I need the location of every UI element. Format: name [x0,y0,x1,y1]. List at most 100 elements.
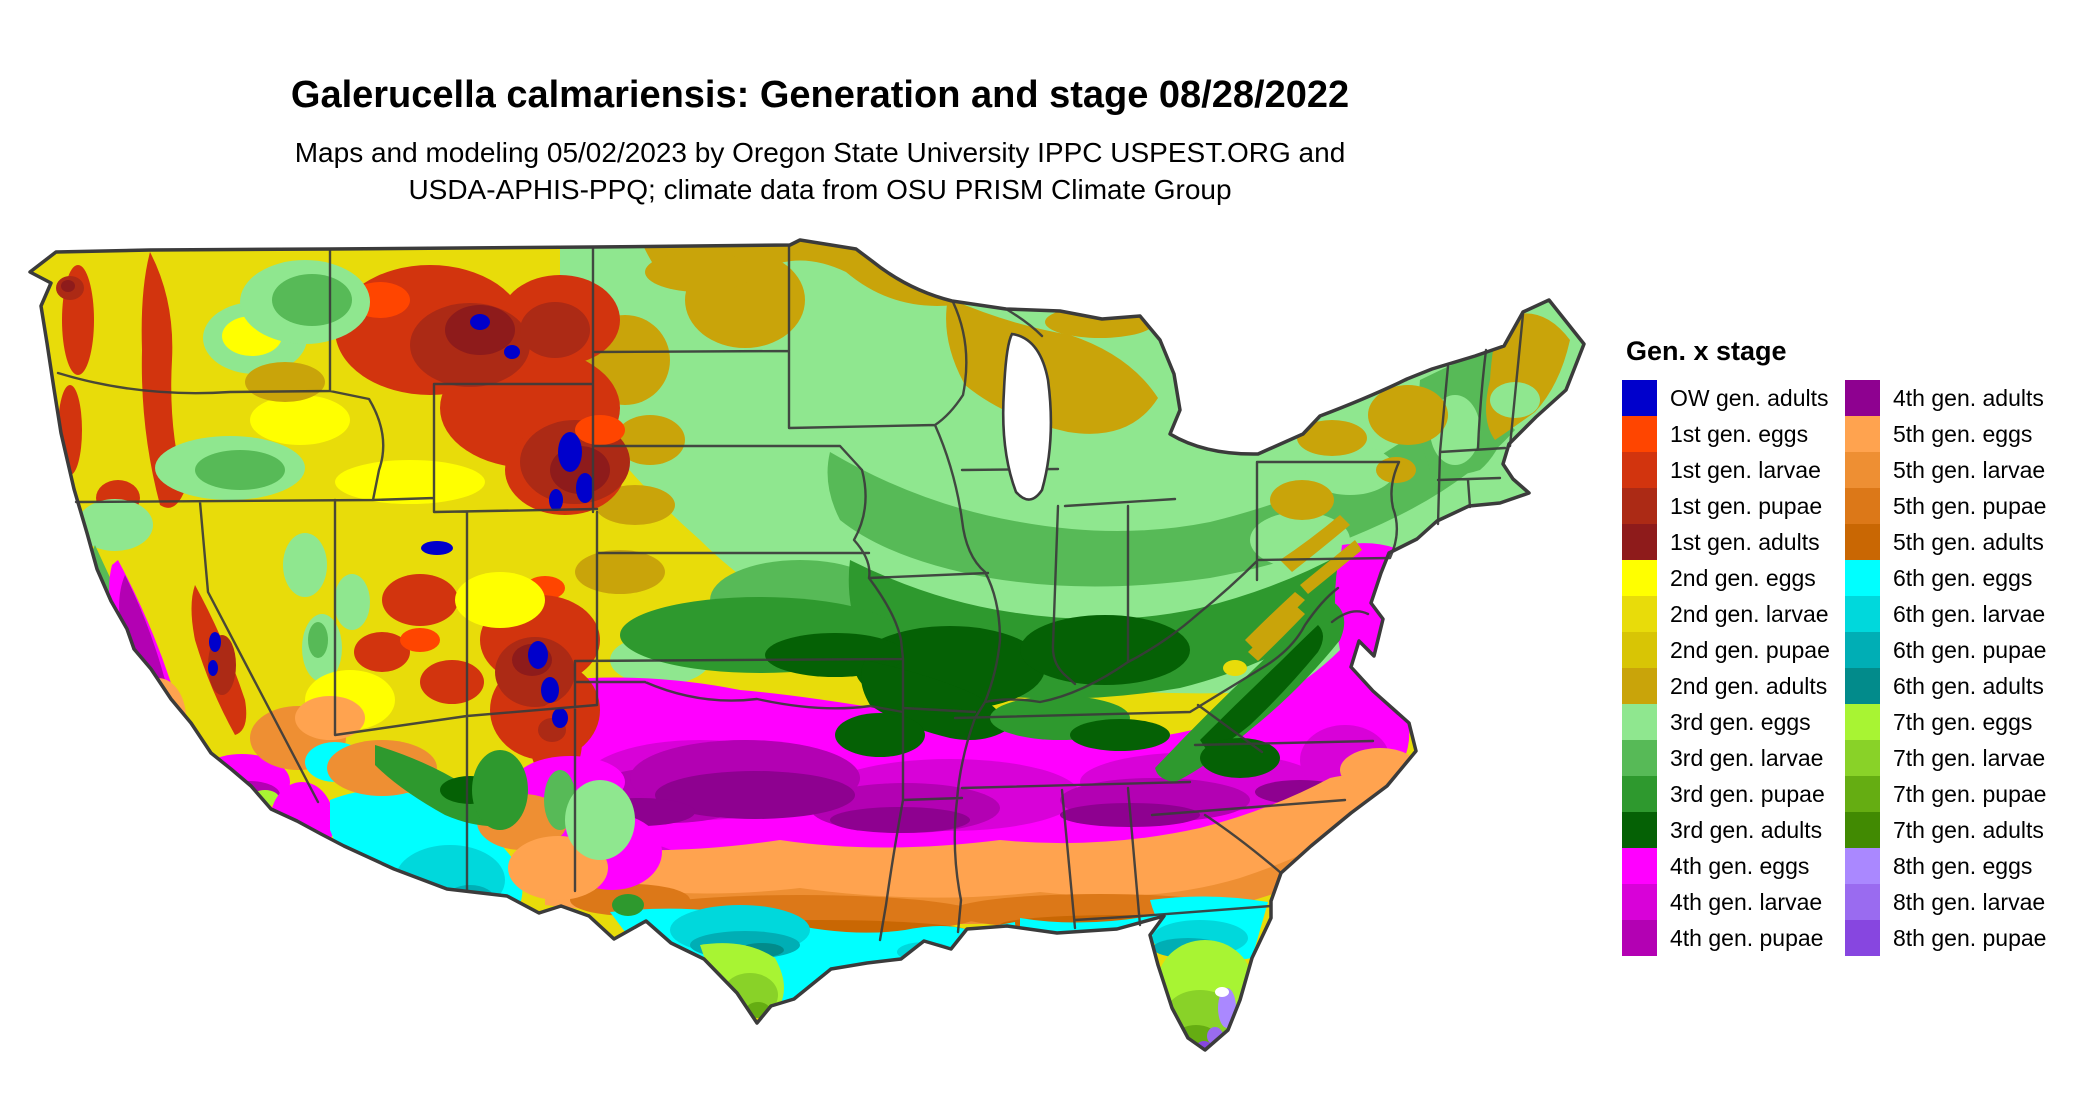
legend-entry: 4th gen. larvae [1622,884,1845,920]
legend-label: 6th gen. adults [1893,672,2044,699]
legend-swatch [1845,416,1880,452]
state-borders [56,243,1525,942]
legend-swatch [1622,848,1657,884]
legend-entry: 1st gen. pupae [1622,488,1845,524]
legend-swatch [1845,632,1880,668]
legend-entry: 5th gen. adults [1845,524,2068,560]
legend-label: 5th gen. pupae [1893,492,2047,519]
legend-label: 1st gen. pupae [1670,492,1823,519]
legend-entry: 3rd gen. larvae [1622,740,1845,776]
legend-label: 5th gen. adults [1893,528,2044,555]
legend-label: 8th gen. larvae [1893,888,2046,915]
legend-entry: 8th gen. eggs [1845,848,2068,884]
legend-label: 1st gen. adults [1670,528,1820,555]
legend-swatch [1622,704,1657,740]
legend-swatch [1622,776,1657,812]
legend-entry: 7th gen. eggs [1845,704,2068,740]
us-map-svg [28,238,1586,1052]
legend-label: 2nd gen. adults [1670,672,1828,699]
legend-entry: OW gen. adults [1622,380,1845,416]
legend-swatch [1622,884,1657,920]
legend-title: Gen. x stage [1626,336,1787,366]
legend-column-2: 4th gen. adults 5th gen. eggs 5th gen. lar… [1845,380,2068,956]
legend-label: 3rd gen. pupae [1670,780,1825,807]
legend-swatch [1845,524,1880,560]
legend-swatch [1622,740,1657,776]
legend-entry: 3rd gen. adults [1622,812,1845,848]
legend-entry: 5th gen. larvae [1845,452,2068,488]
legend-label: 4th gen. adults [1893,384,2044,411]
legend-label: 7th gen. eggs [1893,708,2033,735]
legend-swatch [1622,596,1657,632]
lake-michigan [1001,332,1053,501]
legend-label: 6th gen. eggs [1893,564,2033,591]
legend-entry: 6th gen. eggs [1845,560,2068,596]
legend-label: 7th gen. pupae [1893,780,2047,807]
us-outline [28,238,1586,1052]
legend-label: OW gen. adults [1670,384,1829,411]
legend-entry: 4th gen. pupae [1622,920,1845,956]
legend-entry: 7th gen. adults [1845,812,2068,848]
legend-label: 2nd gen. larvae [1670,600,1829,627]
legend-label: 3rd gen. larvae [1670,744,1824,771]
legend-swatch [1845,668,1880,704]
legend-label: 4th gen. pupae [1670,924,1824,951]
legend-swatch [1845,740,1880,776]
page-subtitle: Maps and modeling 05/02/2023 by Oregon S… [0,134,1640,208]
legend-entry: 4th gen. adults [1845,380,2068,416]
legend-swatch [1845,560,1880,596]
legend-swatch [1845,812,1880,848]
legend-label: 8th gen. pupae [1893,924,2047,951]
legend-entry: 8th gen. pupae [1845,920,2068,956]
legend-swatch [1845,776,1880,812]
legend-swatch [1622,416,1657,452]
legend-label: 4th gen. eggs [1670,852,1810,879]
legend-swatch [1622,632,1657,668]
legend-label: 1st gen. eggs [1670,420,1809,447]
legend-entry: 2nd gen. larvae [1622,596,1845,632]
lake-okeechobee [1215,987,1229,997]
map-region-fills [30,240,1584,1050]
us-generation-stage-map [10,238,1610,1100]
legend: Gen. x stage OW gen. adults 1st gen. eggs… [1622,336,2068,956]
legend-label: 5th gen. eggs [1893,420,2033,447]
legend-swatch [1622,920,1657,956]
page-subtitle-line2: USDA-APHIS-PPQ; climate data from OSU PR… [408,174,1232,205]
legend-swatch [1622,488,1657,524]
legend-entry: 7th gen. pupae [1845,776,2068,812]
legend-entry: 1st gen. adults [1622,524,1845,560]
page-subtitle-line1: Maps and modeling 05/02/2023 by Oregon S… [294,137,1346,168]
legend-columns: OW gen. adults 1st gen. eggs 1st gen. larv… [1622,380,2068,956]
legend-label: 8th gen. eggs [1893,852,2033,879]
legend-swatch [1845,488,1880,524]
legend-label: 3rd gen. adults [1670,816,1823,843]
legend-swatch [1622,812,1657,848]
legend-entry: 6th gen. larvae [1845,596,2068,632]
legend-label: 1st gen. larvae [1670,456,1821,483]
legend-entry: 1st gen. eggs [1622,416,1845,452]
legend-swatch [1845,596,1880,632]
legend-swatch [1845,704,1880,740]
legend-label: 6th gen. pupae [1893,636,2047,663]
legend-entry: 8th gen. larvae [1845,884,2068,920]
legend-entry: 4th gen. eggs [1622,848,1845,884]
legend-swatch [1845,920,1880,956]
legend-swatch [1622,452,1657,488]
legend-swatch [1845,884,1880,920]
legend-entry: 5th gen. eggs [1845,416,2068,452]
legend-swatch [1845,452,1880,488]
legend-swatch [1622,380,1657,416]
legend-swatch [1845,848,1880,884]
legend-label: 4th gen. larvae [1670,888,1823,915]
legend-swatch [1845,380,1880,416]
legend-entry: 6th gen. adults [1845,668,2068,704]
legend-label: 2nd gen. eggs [1670,564,1816,591]
legend-entry: 6th gen. pupae [1845,632,2068,668]
legend-entry: 7th gen. larvae [1845,740,2068,776]
legend-label: 3rd gen. eggs [1670,708,1811,735]
legend-entry: 2nd gen. eggs [1622,560,1845,596]
legend-label: 5th gen. larvae [1893,456,2046,483]
legend-swatch [1622,524,1657,560]
legend-entry: 3rd gen. pupae [1622,776,1845,812]
